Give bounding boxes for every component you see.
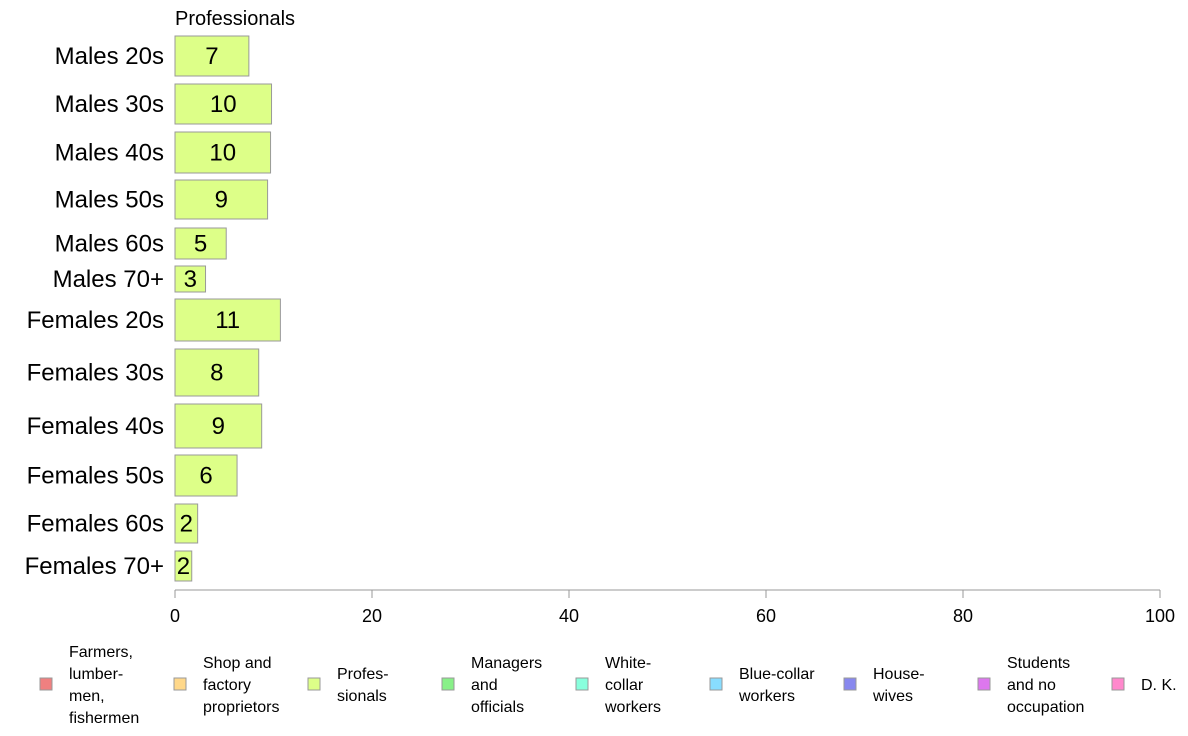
legend-label-line: factory [203,677,251,694]
legend-label-line: Profes- [337,666,389,683]
legend-label-line: fishermen [69,710,139,727]
bar [174,550,193,582]
bar-value-label: 3 [184,266,197,293]
legend-label-line: lumber- [69,666,123,683]
legend-swatch [977,677,991,691]
legend-label-line: workers [738,688,795,705]
category-label: Females 50s [27,463,164,490]
bar [174,454,238,497]
legend-swatch [843,677,857,691]
bar [174,403,263,449]
legend-label-line: wives [872,688,913,705]
bar [174,83,273,125]
legend-swatch [441,677,455,691]
legend-swatch [307,677,321,691]
legend-label: D. K. [1141,677,1177,694]
bar-value-label: 10 [210,91,237,118]
legend-label-line: Farmers, [69,644,133,661]
legend-label-line: Blue-collar [739,666,815,683]
legend-label-line: men, [69,688,105,705]
bar [174,131,272,174]
chart-title: Professionals [175,8,295,30]
bar-value-label: 10 [209,140,236,167]
legend-label-line: White- [605,655,651,672]
legend-swatch [39,677,53,691]
bar [174,265,207,293]
x-tick-label: 80 [953,606,973,626]
legend-label-line: Shop and [203,655,272,672]
legend-swatch [1111,677,1125,691]
bar-value-label: 11 [215,307,240,334]
x-axis: 0 20 40 60 80 100 [170,589,1175,626]
bar-value-label: 7 [205,43,218,70]
legend-label-line: occupation [1007,699,1084,716]
bar-value-label: 8 [210,360,223,387]
bar-value-label: 2 [177,553,190,580]
category-label: Males 70+ [53,266,164,293]
bar-value-label: 2 [180,511,193,538]
category-label: Females 70+ [25,553,164,580]
category-label: Females 20s [27,307,164,334]
bars-group: Males 20s 7 Males 30s 10 Males 40s 10 Males 50… [25,35,281,582]
legend-label: Profes-sionals [337,666,389,705]
x-tick-label: 100 [1145,606,1175,626]
category-label: Males 30s [55,91,164,118]
legend-label-line: collar [605,677,644,694]
bar [174,227,227,260]
bar-value-label: 9 [215,187,228,214]
legend-swatch [575,677,589,691]
legend-label: Shop and factory proprietors [203,655,279,716]
legend-label-line: sionals [337,688,387,705]
x-tick-label: 60 [756,606,776,626]
legend-label-line: and no [1007,677,1056,694]
legend-label-line: workers [604,699,661,716]
bar [174,179,269,220]
bar [174,503,199,544]
legend-label-line: proprietors [203,699,279,716]
legend-label-line: and [471,677,498,694]
legend-swatch [173,677,187,691]
category-label: Males 40s [55,140,164,167]
legend-label: Blue-collar workers [738,666,815,705]
legend-label: House-wives [872,666,925,705]
category-label: Females 60s [27,511,164,538]
bar [174,35,250,77]
bar [174,348,260,397]
legend-label-line: House- [873,666,925,683]
legend-label: Managers and officials [471,655,542,716]
legend: Farmers, lumber-men, fishermen Shop and fact… [39,644,1177,727]
legend-label-line: Managers [471,655,542,672]
x-tick-label: 20 [362,606,382,626]
category-label: Females 30s [27,360,164,387]
bar-value-label: 5 [194,231,207,258]
x-tick-label: 0 [170,606,180,626]
category-label: Females 40s [27,413,164,440]
legend-label-line: Students [1007,655,1070,672]
legend-label-line: officials [471,699,524,716]
bar [174,298,281,342]
category-label: Males 60s [55,231,164,258]
bar-value-label: 9 [212,413,225,440]
legend-label-line: D. K. [1141,677,1177,694]
legend-label: Farmers, lumber-men, fishermen [69,644,139,727]
legend-label: Students and no occupation [1007,655,1084,716]
category-label: Males 50s [55,187,164,214]
category-label: Males 20s [55,43,164,70]
bar-value-label: 6 [199,463,212,490]
legend-label: White-collar workers [604,655,661,716]
x-tick-label: 40 [559,606,579,626]
legend-swatch [709,677,723,691]
